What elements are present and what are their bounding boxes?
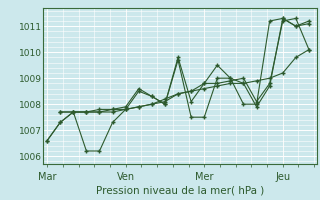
X-axis label: Pression niveau de la mer( hPa ): Pression niveau de la mer( hPa ) [96,186,264,196]
